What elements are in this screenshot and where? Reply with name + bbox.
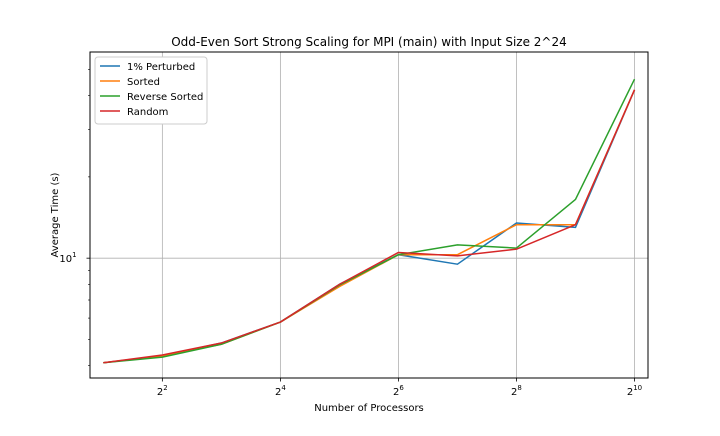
legend-label: Reverse Sorted	[127, 92, 203, 103]
legend-box	[94, 56, 208, 125]
legend-label: Sorted	[127, 77, 160, 88]
grid	[90, 52, 648, 378]
x-axis-label: Number of Processors	[314, 403, 424, 414]
legend-label: 1% Perturbed	[127, 62, 195, 73]
y-axis-label: Average Time (s)	[50, 172, 61, 257]
legend-label: Random	[127, 107, 168, 118]
x-tick-label: 24	[275, 384, 286, 398]
series-line	[103, 89, 636, 364]
x-tick-label: 28	[511, 384, 522, 398]
series-line	[103, 78, 636, 364]
x-tick-label: 210	[627, 384, 642, 398]
series-line	[103, 89, 636, 364]
legend: 1% Perturbed Sorted Reverse Sorted Random	[94, 56, 208, 125]
y-tick-label: 101	[59, 251, 76, 265]
plot-area	[89, 51, 649, 379]
series-lines	[103, 78, 636, 364]
x-tick-label: 22	[157, 384, 168, 398]
chart-title: Odd-Even Sort Strong Scaling for MPI (ma…	[171, 35, 567, 49]
x-tick-label: 26	[393, 384, 404, 398]
axis-ticks: 22 24 26 28 210 101	[59, 69, 642, 398]
